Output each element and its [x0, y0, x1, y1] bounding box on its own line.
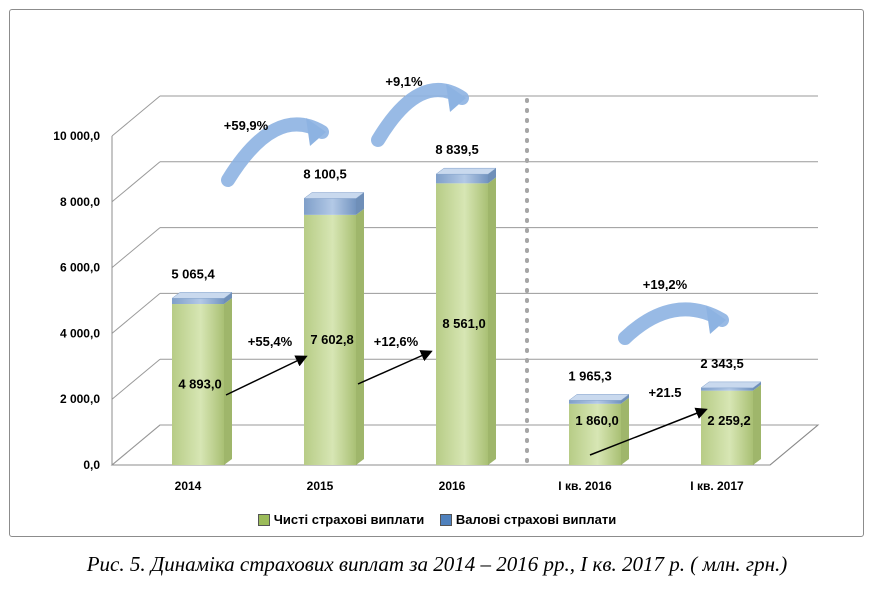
x-tick-label: 2014 [175, 479, 202, 493]
y-tick-label: 4 000,0 [60, 326, 100, 340]
growth-arrow-head [446, 84, 466, 112]
bar-gross-side [356, 192, 364, 215]
growth-label-gross: +19,2% [643, 277, 688, 292]
bar-net [701, 390, 753, 465]
growth-arrow-net [225, 355, 308, 396]
bar-group: 1 965,3 1 860,0 [568, 368, 630, 465]
data-label-gross: 2 343,5 [700, 356, 743, 371]
bar-gross-side [621, 394, 629, 404]
bar-top [568, 394, 630, 401]
legend: Чисті страхові виплати Валові страхові в… [0, 512, 874, 529]
growth-arrow-net [357, 350, 433, 385]
bar-net [172, 304, 224, 465]
gridline-diagonal [111, 227, 161, 268]
bar-net [569, 403, 621, 465]
legend-item-net: Чисті страхові виплати [257, 512, 425, 527]
bar-net [304, 214, 356, 465]
gridline-diagonal [111, 293, 161, 334]
bar-top [171, 292, 233, 299]
x-tick-label: І кв. 2017 [690, 479, 744, 493]
bar-net-side [621, 397, 629, 465]
legend-label-gross: Валові страхові виплати [455, 512, 617, 527]
data-label-net: 7 602,8 [310, 332, 353, 347]
floor-edge [769, 424, 819, 466]
bar-group: 8 839,5 8 561,0 [435, 142, 497, 466]
legend-swatch-net [257, 513, 270, 526]
legend-label-net: Чисті страхові виплати [273, 512, 425, 527]
data-label-gross: 5 065,4 [171, 266, 215, 281]
growth-arrow-head [706, 306, 726, 334]
legend-item-gross: Валові страхові виплати [439, 512, 617, 527]
bar-gross [569, 400, 621, 404]
y-tick-label: 0,0 [83, 458, 100, 472]
bar-top [303, 192, 365, 199]
y-tick-label: 2 000,0 [60, 392, 100, 406]
bar-gross [701, 387, 753, 391]
x-tick-label: 2016 [439, 479, 466, 493]
bar-top [700, 381, 762, 389]
bar-gross [304, 198, 356, 215]
bar-group: 5 065,4 4 893,0 [171, 266, 233, 465]
bar-net-side [356, 208, 364, 466]
bar-net-side [753, 384, 761, 465]
growth-arrow-head [306, 118, 326, 146]
x-tick-label: 2015 [307, 479, 334, 493]
data-label-net: 8 561,0 [442, 316, 485, 331]
x-tick-label: І кв. 2016 [558, 479, 612, 493]
bar-net [436, 183, 488, 466]
bar-gross [172, 298, 224, 305]
gridline-diagonal [111, 161, 161, 203]
bar-net-side [224, 298, 232, 465]
y-tick-label: 8 000,0 [60, 195, 100, 209]
data-label-gross: 1 965,3 [568, 368, 611, 383]
bar-gross-side [224, 292, 232, 305]
data-label-net: 2 259,2 [707, 413, 750, 428]
data-label-gross: 8 100,5 [303, 166, 346, 181]
data-label-net: 1 860,0 [575, 413, 618, 428]
growth-label-gross: +59,9% [224, 118, 269, 133]
gridline-diagonal [111, 95, 161, 137]
figure-caption: Рис. 5. Динаміка страхових виплат за 201… [86, 552, 788, 576]
bar-gross-side [488, 168, 496, 184]
bar-chart: 0,0 2 000,0 4 000,0 6 000,0 8 000,0 10 000,0 2… [53, 74, 820, 493]
gridline-diagonal [111, 358, 161, 400]
y-tick-label: 10 000,0 [53, 129, 100, 143]
legend-swatch-gross [439, 513, 452, 526]
bar-top [435, 167, 497, 175]
bar-net-side [488, 177, 496, 466]
growth-label-net: +12,6% [374, 334, 419, 349]
bar-gross [436, 174, 488, 184]
bar-gross-side [753, 381, 761, 391]
growth-label-gross: +9,1% [385, 74, 423, 89]
bar-group: 2 343,5 2 259,2 [700, 356, 762, 465]
growth-arrow-net [589, 407, 708, 456]
gridline-diagonal [111, 424, 161, 466]
data-label-gross: 8 839,5 [435, 142, 478, 157]
growth-label-net: +55,4% [248, 334, 293, 349]
y-tick-label: 6 000,0 [60, 261, 100, 275]
data-label-net: 4 893,0 [178, 377, 221, 392]
bar-group: 8 100,5 7 602,8 [303, 166, 365, 466]
growth-label-net: +21.5 [649, 385, 682, 400]
